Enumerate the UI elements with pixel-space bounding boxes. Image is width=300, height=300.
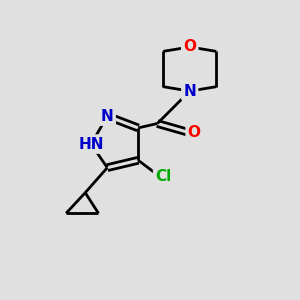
Text: N: N bbox=[101, 109, 114, 124]
Text: N: N bbox=[183, 84, 196, 99]
Text: O: O bbox=[183, 39, 196, 54]
Text: O: O bbox=[188, 125, 201, 140]
Text: Cl: Cl bbox=[155, 169, 171, 184]
Text: HN: HN bbox=[78, 136, 104, 152]
